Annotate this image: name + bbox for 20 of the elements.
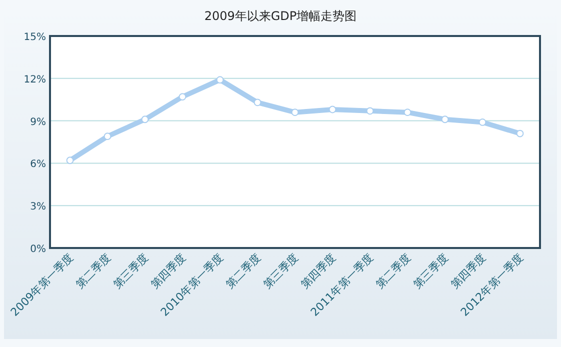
chart-title: 2009年以来GDP增幅走势图 bbox=[204, 9, 357, 23]
point bbox=[366, 107, 374, 115]
point bbox=[328, 106, 336, 114]
y-tick-label: 6% bbox=[30, 159, 46, 170]
point bbox=[478, 118, 486, 126]
point bbox=[66, 156, 74, 164]
point bbox=[441, 116, 449, 124]
point bbox=[291, 108, 299, 116]
point bbox=[141, 116, 149, 124]
y-tick-label: 12% bbox=[24, 74, 46, 86]
point bbox=[104, 132, 112, 140]
y-tick-label: 3% bbox=[30, 202, 46, 213]
y-tick-label: 0% bbox=[30, 244, 46, 255]
point bbox=[216, 76, 224, 84]
point bbox=[178, 93, 186, 100]
y-tick-label: 15% bbox=[24, 32, 46, 43]
point bbox=[516, 130, 524, 138]
point bbox=[404, 108, 412, 116]
y-tick-label: 9% bbox=[30, 116, 46, 128]
point bbox=[254, 98, 262, 106]
